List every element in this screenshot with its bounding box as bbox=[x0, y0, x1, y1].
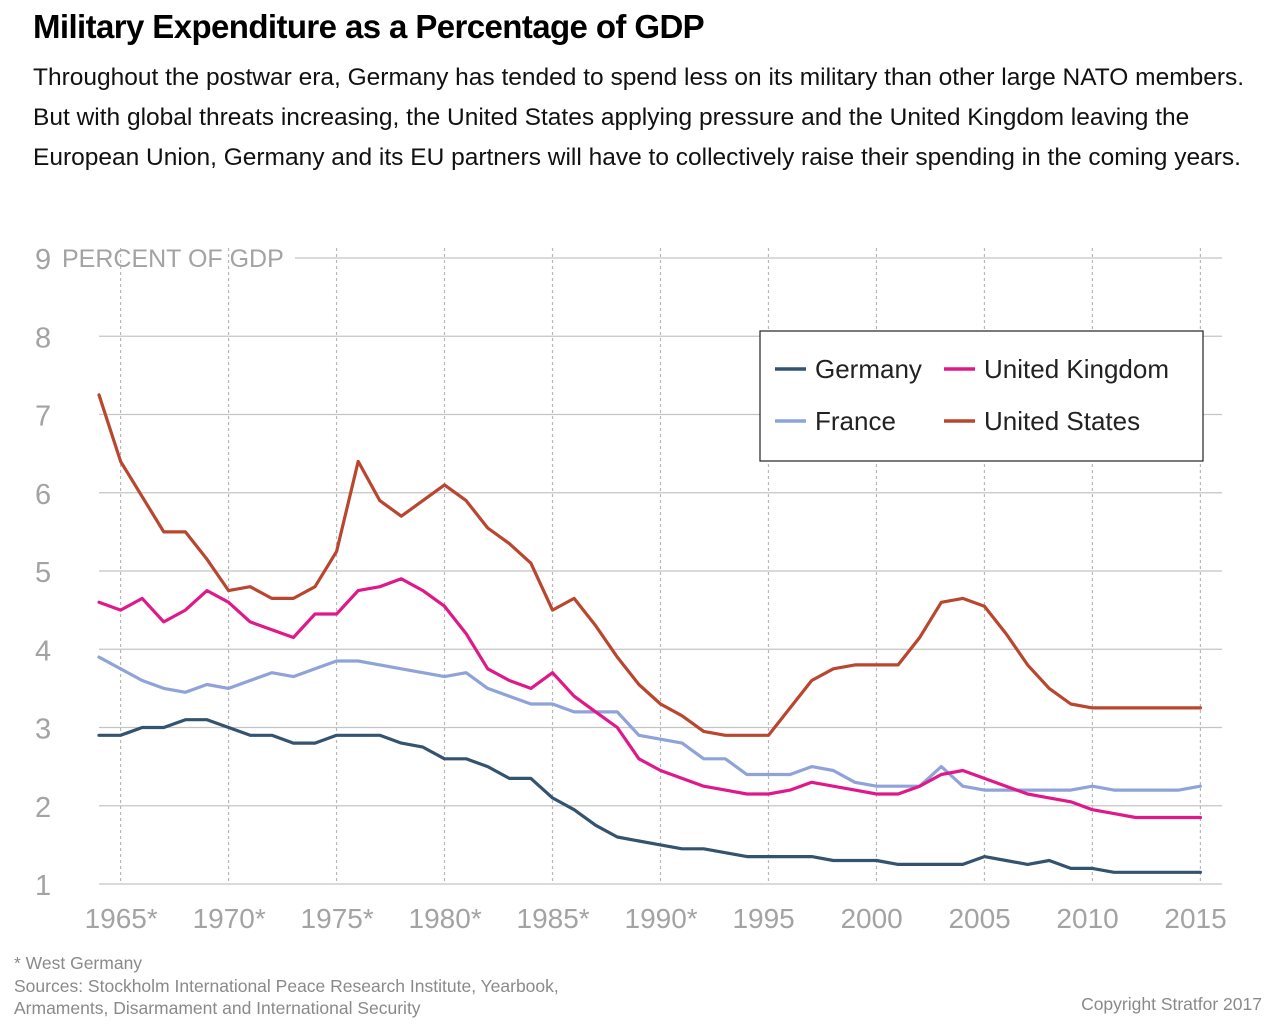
legend-box bbox=[759, 330, 1204, 462]
x-tick-label-1995: 1995 bbox=[732, 903, 794, 934]
legend: Germany United Kingdom France United States bbox=[759, 330, 1204, 462]
y-axis-label: PERCENT OF GDP bbox=[62, 245, 284, 273]
x-tick-label-1985: 1985* bbox=[517, 903, 590, 934]
chart-subtitle: Throughout the postwar era, Germany has … bbox=[33, 64, 1245, 171]
y-tick-label-2: 2 bbox=[35, 792, 51, 824]
chart-title: Military Expenditure as a Percentage of … bbox=[33, 8, 705, 45]
y-tick-label-8: 8 bbox=[35, 322, 51, 354]
legend-label-germany: Germany bbox=[815, 354, 922, 384]
y-tick-label-9: 9 bbox=[35, 244, 51, 276]
x-tick-label-1990: 1990* bbox=[625, 903, 698, 934]
x-tick-label-1975: 1975* bbox=[301, 903, 374, 934]
y-tick-label-7: 7 bbox=[35, 401, 51, 433]
x-tick-label-1980: 1980* bbox=[409, 903, 482, 934]
x-tick-label-2000: 2000 bbox=[840, 903, 902, 934]
grid-lines bbox=[99, 248, 1222, 885]
west-germany-note: * West Germany bbox=[14, 953, 143, 973]
series-lines bbox=[97, 393, 1203, 874]
legend-label-france: France bbox=[815, 406, 896, 436]
legend-label-united-states: United States bbox=[984, 406, 1140, 436]
x-tick-label-1965: 1965* bbox=[85, 903, 158, 934]
footnote: * West Germany Sources: Stockholm Intern… bbox=[14, 952, 559, 1020]
y-tick-label-5: 5 bbox=[35, 557, 51, 589]
x-tick-label-2010: 2010 bbox=[1056, 903, 1118, 934]
y-tick-label-6: 6 bbox=[35, 479, 51, 511]
y-tick-label-1: 1 bbox=[35, 870, 51, 902]
y-axis-ticks: 1 2 3 4 5 6 7 8 9 PERCENT OF GDP bbox=[35, 244, 284, 902]
x-tick-label-2005: 2005 bbox=[948, 903, 1010, 934]
y-tick-label-4: 4 bbox=[35, 635, 51, 667]
legend-label-united-kingdom: United Kingdom bbox=[984, 354, 1169, 384]
copyright: Copyright Stratfor 2017 bbox=[1081, 994, 1262, 1014]
sources-line-1: Sources: Stockholm International Peace R… bbox=[14, 975, 559, 996]
x-tick-label-2015: 2015 bbox=[1164, 903, 1226, 934]
y-tick-label-3: 3 bbox=[35, 714, 51, 746]
series-line-germany bbox=[97, 718, 1203, 874]
sources-line-2: Armaments, Disarmament and International… bbox=[14, 998, 421, 1018]
x-tick-label-1970: 1970* bbox=[193, 903, 266, 934]
series-line-france bbox=[97, 655, 1203, 792]
x-axis-ticks: 1965* 1970* 1975* 1980* 1985* 1990* 1995 2000 20… bbox=[85, 903, 1227, 934]
series-line-united-states bbox=[97, 393, 1203, 737]
series-line-united-kingdom bbox=[97, 577, 1203, 820]
